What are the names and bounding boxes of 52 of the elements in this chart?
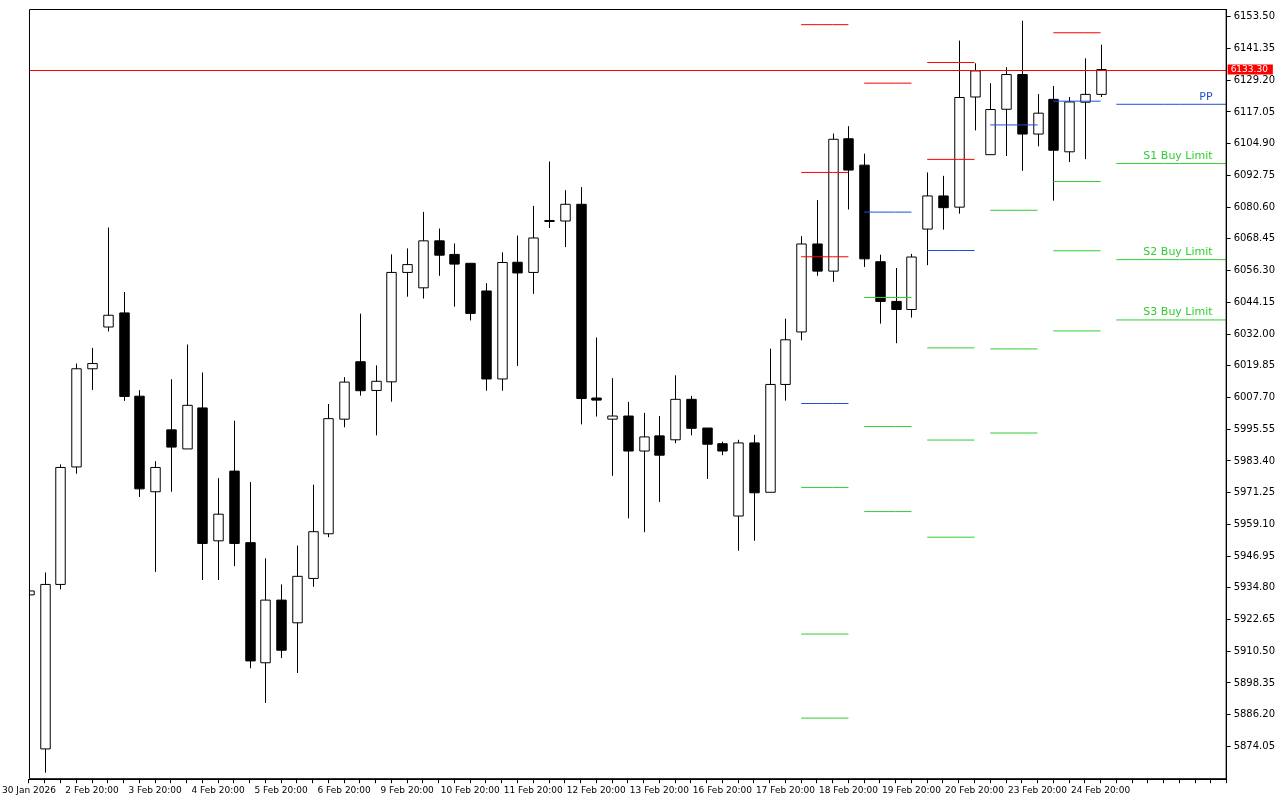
x-tick-label: 16 Feb 20:00: [692, 784, 753, 795]
candlestick: [654, 415, 665, 503]
y-tick-label: 5934.80: [1233, 581, 1276, 593]
x-tick-label: 19 Feb 20:00: [881, 784, 942, 795]
x-tick-label: 4 Feb 20:00: [191, 784, 246, 795]
y-tick-label: 5922.65: [1233, 613, 1276, 625]
y-tick-label: 5946.95: [1233, 549, 1276, 561]
candlestick: [166, 378, 177, 493]
y-tick-label: 6019.85: [1233, 359, 1276, 371]
annotation: PP: [1199, 89, 1213, 103]
y-tick-label: 5995.55: [1233, 422, 1276, 434]
annotation: S3 Buy Limit: [1143, 305, 1214, 319]
x-tick-label: 18 Feb 20:00: [818, 784, 879, 795]
y-tick-label: 6007.70: [1233, 391, 1276, 403]
x-tick-label: 12 Feb 20:00: [566, 784, 627, 795]
y-tick-label: 5910.50: [1233, 644, 1276, 656]
y-tick-label: 5971.25: [1233, 486, 1276, 498]
y-tick-label: 6044.15: [1233, 295, 1276, 307]
annotation: S2 Buy Limit: [1143, 245, 1214, 258]
x-tick-label: 13 Feb 20:00: [629, 784, 690, 795]
y-tick-label: 6104.90: [1233, 137, 1276, 149]
candlestick: [402, 247, 413, 298]
y-tick-label: 6141.35: [1233, 42, 1276, 54]
x-tick-label: 6 Feb 20:00: [317, 784, 372, 795]
annotation: S1 Buy Limit: [1143, 148, 1214, 162]
y-tick-label: 5983.40: [1233, 454, 1276, 466]
x-tick-label: 17 Feb 20:00: [755, 784, 816, 795]
y-tick-label: 5886.20: [1233, 708, 1276, 720]
x-tick-label: 30 Jan 2026: [2, 784, 57, 795]
x-tick-label: 20 Feb 20:00: [944, 784, 1005, 795]
y-tick-label: 5959.10: [1233, 517, 1276, 529]
y-tick-label: 6153.50: [1233, 10, 1276, 22]
x-tick-label: 9 Feb 20:00: [380, 784, 435, 795]
x-tick-label: 24 Feb 20:00: [1071, 784, 1131, 795]
x-tick-label: 3 Feb 20:00: [128, 784, 182, 795]
ref-line-label: 6133.30: [1230, 63, 1269, 74]
x-tick-label: 10 Feb 20:00: [440, 784, 501, 795]
candlestick: [544, 160, 555, 229]
y-tick-label: 6032.00: [1233, 327, 1276, 339]
y-tick-label: 6056.30: [1233, 264, 1276, 276]
y-tick-label: 5874.05: [1233, 740, 1276, 752]
x-tick-label: 5 Feb 20:00: [254, 784, 309, 795]
y-tick-label: 6068.45: [1233, 232, 1276, 244]
y-tick-label: 5898.35: [1233, 676, 1276, 688]
y-tick-label: 6129.20: [1233, 73, 1276, 85]
x-tick-label: 23 Feb 20:00: [1008, 784, 1068, 795]
candlestick: [434, 228, 445, 277]
y-tick-label: 6092.75: [1233, 169, 1276, 181]
x-tick-label: 2 Feb 20:00: [65, 784, 119, 795]
y-tick-label: 6080.60: [1233, 200, 1276, 212]
x-tick-label: 11 Feb 20:00: [503, 784, 564, 795]
y-tick-label: 6117.05: [1233, 105, 1276, 117]
